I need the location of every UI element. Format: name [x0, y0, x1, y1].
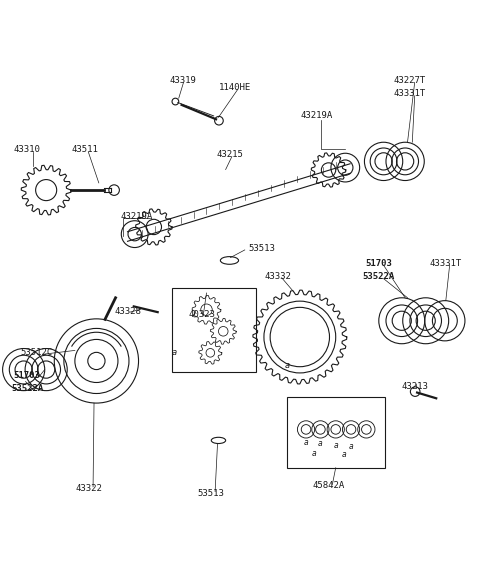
- Text: 43319: 43319: [169, 76, 196, 84]
- Text: a: a: [304, 438, 308, 447]
- Text: a: a: [349, 442, 353, 451]
- Text: 43332: 43332: [265, 272, 292, 281]
- Bar: [287, 397, 385, 468]
- Text: 40323: 40323: [188, 310, 215, 319]
- Text: 43215: 43215: [217, 149, 244, 159]
- Text: 43227T: 43227T: [394, 76, 426, 84]
- Text: a: a: [334, 441, 338, 449]
- Text: a: a: [318, 440, 323, 448]
- Text: 43322: 43322: [76, 484, 103, 493]
- Text: a: a: [284, 361, 289, 370]
- Text: 53513: 53513: [198, 489, 225, 498]
- Text: 43331T: 43331T: [430, 259, 462, 268]
- Text: 53522A: 53522A: [11, 384, 43, 393]
- Text: 51703: 51703: [365, 259, 392, 268]
- Text: a: a: [171, 348, 177, 357]
- Text: 51703: 51703: [13, 371, 40, 380]
- Text: 53513: 53513: [248, 244, 275, 254]
- Text: a: a: [342, 450, 347, 459]
- Text: 1140HE: 1140HE: [219, 83, 252, 91]
- Text: 43511: 43511: [71, 145, 98, 154]
- Text: a: a: [312, 449, 316, 458]
- Text: 43310: 43310: [13, 145, 40, 154]
- Text: 45842A: 45842A: [312, 481, 345, 490]
- Text: 43331T: 43331T: [394, 90, 426, 98]
- Text: 43328: 43328: [114, 306, 141, 316]
- Text: 53512C: 53512C: [21, 348, 53, 357]
- Text: 43219A: 43219A: [300, 111, 333, 120]
- Text: 43219A: 43219A: [121, 212, 153, 221]
- Text: 43213: 43213: [401, 382, 428, 391]
- Bar: [172, 288, 256, 372]
- Text: 53522A: 53522A: [363, 272, 395, 281]
